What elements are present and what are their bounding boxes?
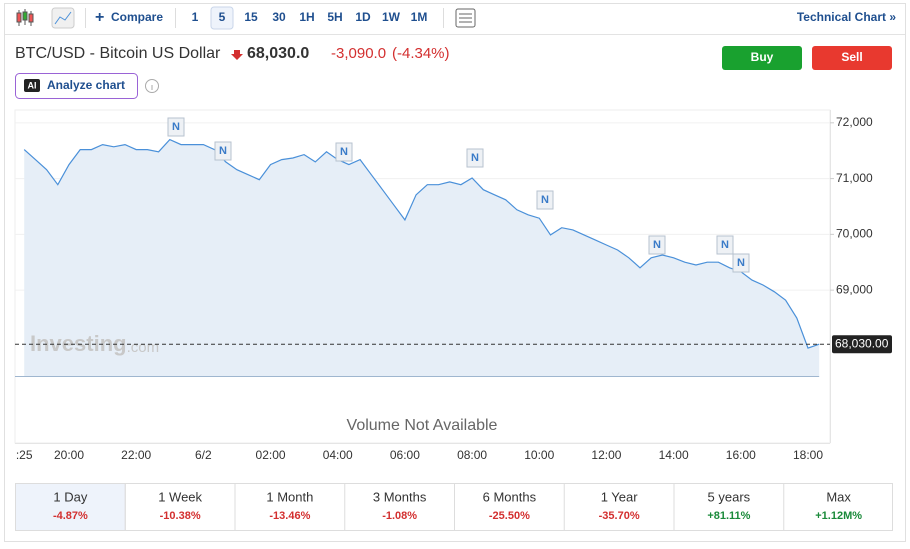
x-tick-label: 12:00 [591, 448, 621, 462]
price-line [23, 138, 820, 349]
interval-button[interactable]: 1 [192, 10, 199, 24]
ai-badge [24, 79, 40, 92]
area-icon[interactable] [51, 7, 75, 29]
x-tick-label: 6/2 [195, 448, 212, 462]
news-marker[interactable] [167, 117, 185, 137]
candle-icon[interactable] [16, 9, 34, 26]
period-label[interactable]: 1 Month [266, 489, 313, 504]
period-label[interactable]: 5 years [708, 489, 751, 504]
interval-button[interactable]: 1H [299, 10, 314, 24]
period-label[interactable]: 3 Months [373, 489, 427, 504]
x-tick-label: 16:00 [726, 448, 756, 462]
technical-chart-link[interactable]: Technical Chart » [797, 10, 896, 24]
x-tick-label: 14:00 [659, 448, 689, 462]
news-marker-label[interactable]: N [172, 121, 180, 133]
change-percent: (-4.34%) [392, 45, 450, 62]
news-marker-label[interactable]: N [340, 146, 348, 158]
x-tick-label: 18:00 [793, 448, 823, 462]
news-marker-label[interactable]: N [219, 145, 227, 157]
news-marker-label[interactable]: N [541, 194, 549, 206]
last-price-box [832, 335, 892, 354]
news-marker[interactable] [716, 235, 734, 255]
period-change[interactable]: -35.70% [599, 510, 640, 522]
news-marker[interactable] [335, 142, 353, 162]
news-marker[interactable] [648, 235, 666, 255]
compare-button[interactable]: Compare [111, 10, 163, 24]
news-marker-label[interactable]: N [737, 257, 745, 269]
interval-selected [210, 6, 234, 30]
interval-button[interactable]: 30 [272, 10, 286, 24]
last-price-label: 68,030.00 [835, 336, 889, 350]
period-label[interactable]: 1 Week [158, 489, 202, 504]
interval-button[interactable]: 1W [382, 10, 401, 24]
news-marker-label[interactable]: N [653, 239, 661, 251]
period-change[interactable]: -1.08% [382, 510, 417, 522]
period-label[interactable]: 1 Day [53, 489, 87, 504]
period-change[interactable]: +1.12M% [815, 510, 862, 522]
table-icon[interactable] [455, 8, 476, 28]
interval-button[interactable]: 5H [327, 10, 342, 24]
ai-badge-label: AI [28, 80, 37, 90]
news-marker[interactable] [214, 141, 232, 161]
x-tick-label: :25 [16, 448, 33, 462]
period-label[interactable]: 1 Year [601, 489, 639, 504]
y-tick-label: 71,000 [836, 171, 873, 185]
news-marker-label[interactable]: N [471, 152, 479, 164]
interval-button[interactable]: 5 [219, 10, 226, 24]
analyze-label[interactable]: Analyze chart [47, 78, 125, 92]
down-arrow [231, 50, 243, 60]
period-change[interactable]: -13.46% [269, 510, 310, 522]
interval-button[interactable]: 1M [411, 10, 428, 24]
y-tick-label: 70,000 [836, 227, 873, 241]
x-tick-label: 06:00 [390, 448, 420, 462]
info-icon[interactable] [145, 79, 159, 93]
y-tick-label: 72,000 [836, 115, 873, 129]
period-selected [15, 483, 126, 531]
period-change[interactable]: +81.11% [707, 510, 750, 522]
period-change[interactable]: -4.87% [53, 510, 88, 522]
interval-button[interactable]: 15 [244, 10, 258, 24]
y-tick-label: 69,000 [836, 282, 873, 296]
sell-button[interactable] [812, 46, 892, 70]
instrument-title: BTC/USD - Bitcoin US Dollar [15, 45, 221, 62]
x-tick-label: 20:00 [54, 448, 84, 462]
news-marker[interactable] [536, 190, 554, 210]
volume-note: Volume Not Available [347, 417, 498, 434]
period-change[interactable]: -10.38% [160, 510, 201, 522]
interval-button[interactable]: 1D [355, 10, 371, 24]
news-marker[interactable] [732, 253, 750, 273]
news-marker[interactable] [466, 148, 484, 168]
x-tick-label: 08:00 [457, 448, 487, 462]
x-tick-label: 04:00 [323, 448, 353, 462]
news-marker-label[interactable]: N [721, 239, 729, 251]
plus-icon: + [95, 9, 104, 26]
change: -3,090.0 [331, 45, 386, 62]
period-label[interactable]: Max [826, 489, 851, 504]
buy-label[interactable]: Buy [751, 50, 774, 64]
x-tick-label: 02:00 [256, 448, 286, 462]
buy-button[interactable] [722, 46, 802, 70]
analyze-button[interactable] [15, 73, 138, 99]
x-tick-label: 22:00 [121, 448, 151, 462]
sell-label[interactable]: Sell [841, 50, 862, 64]
x-tick-label: 10:00 [524, 448, 554, 462]
period-change[interactable]: -25.50% [489, 510, 530, 522]
period-label[interactable]: 6 Months [483, 489, 537, 504]
watermark-suffix: .com [127, 339, 160, 356]
watermark: Investing [30, 331, 127, 356]
price: 68,030.0 [247, 45, 309, 62]
area-fill [24, 139, 820, 376]
